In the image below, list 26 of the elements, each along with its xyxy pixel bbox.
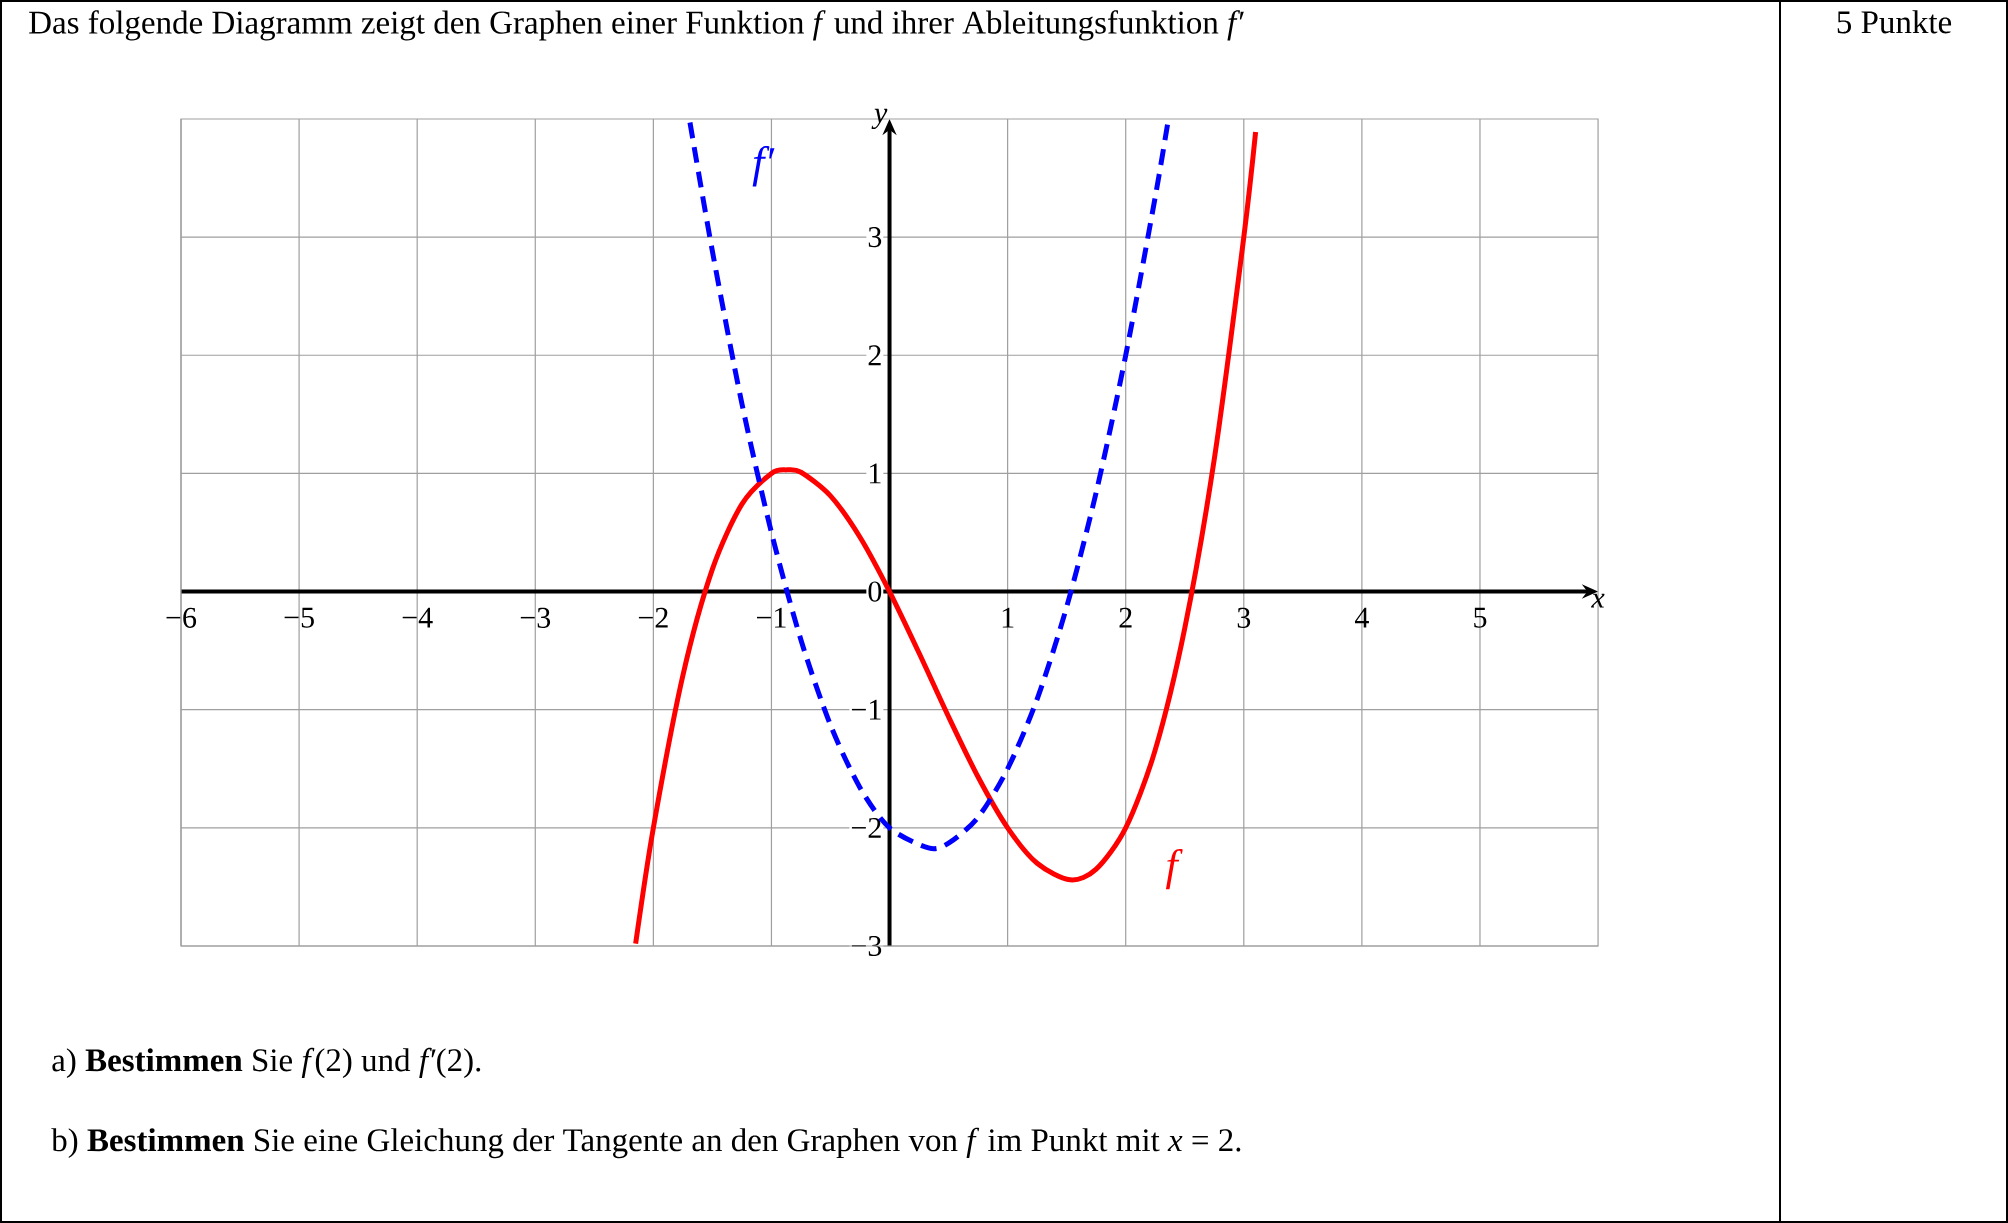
x-tick-label: 5 bbox=[1474, 607, 1487, 628]
y-tick-label: −3 bbox=[851, 935, 882, 957]
y-tick-label: 2 bbox=[868, 345, 881, 366]
x-tick-label: 2 bbox=[1119, 607, 1132, 628]
y-tick-label: −1 bbox=[851, 699, 881, 720]
x-tick-label: −2 bbox=[638, 607, 668, 628]
y-tick-label: 0 bbox=[868, 581, 882, 602]
x-tick-label: −4 bbox=[402, 607, 433, 628]
text: b) Bestimmen Sie eine Gleichung der Tangente an den Graphen von f im Punkt mit x = 2. bbox=[51, 1127, 1241, 1159]
x-tick-label: 1 bbox=[1002, 607, 1014, 628]
x-tick-label: 4 bbox=[1354, 607, 1369, 628]
text: a) Bestimmen Sie f(2) und f′(2). bbox=[52, 1047, 481, 1079]
series-label: f′ bbox=[752, 146, 775, 187]
y-axis-title: y bbox=[871, 108, 888, 130]
y-tick-label: −2 bbox=[851, 817, 881, 838]
x-tick-label: −6 bbox=[166, 607, 197, 628]
series-label: f bbox=[1165, 849, 1183, 890]
x-tick-label: −5 bbox=[284, 607, 314, 628]
y-tick-label: 3 bbox=[868, 227, 882, 248]
text: 5 Punkte bbox=[1837, 10, 1952, 34]
x-tick-label: −1 bbox=[756, 607, 786, 628]
x-tick-label: −3 bbox=[520, 607, 551, 628]
x-tick-label: 3 bbox=[1237, 607, 1251, 628]
chart-title: Das folgende Diagramm zeigt den Graphen einer Funktion f und ihrer Ableitungsfunktion f′ bbox=[29, 10, 1244, 41]
y-tick-label: 1 bbox=[869, 463, 881, 484]
x-axis-title: x bbox=[1591, 593, 1605, 608]
